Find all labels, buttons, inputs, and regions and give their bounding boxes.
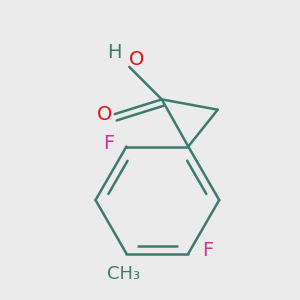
Text: H: H	[107, 43, 122, 62]
Text: F: F	[103, 134, 114, 153]
Text: CH₃: CH₃	[107, 265, 140, 283]
Text: O: O	[129, 50, 144, 69]
Text: O: O	[97, 105, 112, 124]
Text: F: F	[202, 241, 213, 260]
